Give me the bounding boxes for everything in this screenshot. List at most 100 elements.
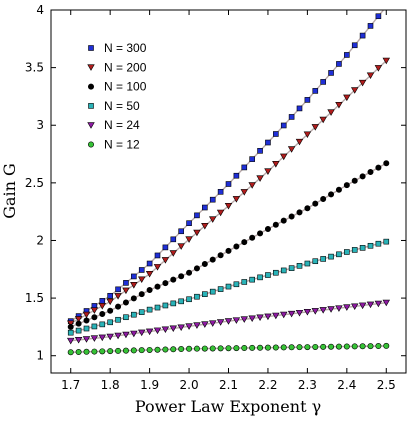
data-point-series-3 bbox=[328, 253, 334, 260]
x-tick-label: 1.9 bbox=[140, 378, 159, 392]
data-point-series-5 bbox=[186, 345, 193, 352]
data-point-series-4 bbox=[169, 325, 177, 333]
data-point-series-5 bbox=[75, 349, 82, 356]
data-point-series-4 bbox=[287, 310, 296, 318]
data-point-series-4 bbox=[185, 323, 193, 330]
data-point-series-2 bbox=[146, 287, 153, 294]
data-point-series-5 bbox=[296, 344, 303, 351]
data-point-series-1 bbox=[67, 320, 75, 328]
data-point-series-2 bbox=[328, 191, 335, 198]
data-point-series-4 bbox=[319, 307, 327, 314]
data-point-series-3 bbox=[115, 316, 121, 323]
data-point-series-1 bbox=[201, 223, 209, 230]
data-point-series-5 bbox=[241, 344, 248, 351]
data-point-series-4 bbox=[98, 334, 106, 342]
data-point-series-4 bbox=[74, 337, 83, 344]
data-point-series-2 bbox=[320, 195, 327, 202]
data-point-series-2 bbox=[272, 221, 279, 228]
data-point-series-0 bbox=[384, 4, 389, 9]
data-point-series-5 bbox=[91, 348, 98, 355]
data-point-series-3 bbox=[217, 286, 224, 292]
data-point-series-3 bbox=[241, 279, 248, 285]
data-point-series-2 bbox=[241, 239, 248, 246]
data-point-series-3 bbox=[91, 323, 98, 330]
data-point-series-0 bbox=[241, 164, 248, 171]
data-point-series-2 bbox=[122, 299, 129, 306]
data-point-series-5 bbox=[154, 346, 161, 353]
data-point-series-5 bbox=[335, 343, 342, 350]
data-point-series-3 bbox=[375, 240, 382, 247]
data-point-series-4 bbox=[264, 313, 272, 321]
data-point-series-1 bbox=[106, 298, 114, 306]
data-point-series-4 bbox=[248, 315, 256, 322]
data-point-series-2 bbox=[359, 173, 366, 180]
data-point-series-4 bbox=[280, 311, 288, 319]
legend-marker-3 bbox=[88, 103, 94, 109]
data-point-series-3 bbox=[75, 327, 82, 334]
data-point-series-1 bbox=[177, 243, 185, 250]
data-point-series-3 bbox=[146, 306, 153, 313]
y-tick-label: 1 bbox=[36, 349, 44, 363]
data-point-series-5 bbox=[312, 343, 319, 350]
fit-lines bbox=[70, 10, 387, 353]
data-point-series-3 bbox=[288, 265, 295, 271]
data-point-series-5 bbox=[107, 348, 114, 355]
data-point-series-0 bbox=[138, 267, 145, 273]
data-point-series-4 bbox=[82, 336, 91, 343]
data-point-series-2 bbox=[257, 230, 264, 237]
legend-marker-2 bbox=[88, 83, 95, 90]
data-point-series-1 bbox=[161, 257, 170, 264]
data-point-series-3 bbox=[154, 304, 161, 311]
data-point-series-5 bbox=[138, 347, 145, 354]
data-point-series-3 bbox=[320, 256, 326, 262]
data-point-series-4 bbox=[193, 322, 201, 329]
data-point-series-1 bbox=[138, 276, 146, 284]
data-point-series-4 bbox=[130, 330, 138, 338]
data-point-series-3 bbox=[209, 288, 216, 295]
data-point-series-0 bbox=[351, 42, 358, 49]
data-point-series-5 bbox=[209, 345, 216, 352]
data-point-series-4 bbox=[201, 321, 209, 328]
data-point-series-2 bbox=[304, 205, 311, 212]
data-point-series-2 bbox=[249, 234, 256, 241]
data-point-series-5 bbox=[83, 348, 90, 355]
data-point-series-1 bbox=[256, 175, 264, 182]
data-point-series-1 bbox=[114, 293, 122, 300]
data-point-series-2 bbox=[99, 310, 106, 317]
data-point-series-3 bbox=[67, 329, 74, 336]
data-point-series-0 bbox=[320, 79, 326, 85]
data-point-series-3 bbox=[225, 283, 232, 290]
data-point-series-3 bbox=[312, 258, 319, 265]
y-axis: 1 1.5 2 2.5 3 3.5 4 bbox=[25, 3, 406, 363]
data-point-series-5 bbox=[288, 344, 295, 351]
legend-label-2: N = 100 bbox=[104, 80, 147, 94]
data-point-series-4 bbox=[295, 309, 304, 317]
data-point-series-4 bbox=[327, 306, 335, 313]
data-point-series-2 bbox=[201, 260, 208, 267]
data-point-series-4 bbox=[343, 304, 351, 311]
data-point-series-5 bbox=[249, 344, 256, 351]
data-point-series-3 bbox=[162, 302, 169, 309]
data-point-series-4 bbox=[335, 305, 343, 312]
data-point-series-3 bbox=[257, 274, 263, 281]
data-point-series-2 bbox=[209, 256, 216, 263]
data-point-series-2 bbox=[383, 160, 390, 167]
data-point-series-5 bbox=[383, 342, 390, 349]
data-point-series-0 bbox=[99, 298, 106, 304]
data-point-series-1 bbox=[374, 65, 383, 72]
data-point-series-2 bbox=[162, 280, 169, 287]
data-point-series-4 bbox=[209, 320, 217, 327]
data-point-series-5 bbox=[320, 343, 327, 350]
data-point-series-2 bbox=[107, 307, 114, 314]
data-point-series-2 bbox=[154, 283, 161, 290]
data-point-series-1 bbox=[295, 138, 304, 146]
x-tick-label: 2.5 bbox=[377, 378, 396, 392]
data-point-series-3 bbox=[296, 263, 303, 269]
data-point-series-2 bbox=[115, 303, 122, 310]
data-point-series-3 bbox=[202, 291, 208, 297]
data-point-series-5 bbox=[193, 345, 200, 352]
data-point-series-2 bbox=[264, 225, 271, 232]
data-point-series-3 bbox=[336, 251, 342, 258]
data-point-series-2 bbox=[225, 247, 232, 254]
data-point-series-0 bbox=[225, 181, 232, 187]
